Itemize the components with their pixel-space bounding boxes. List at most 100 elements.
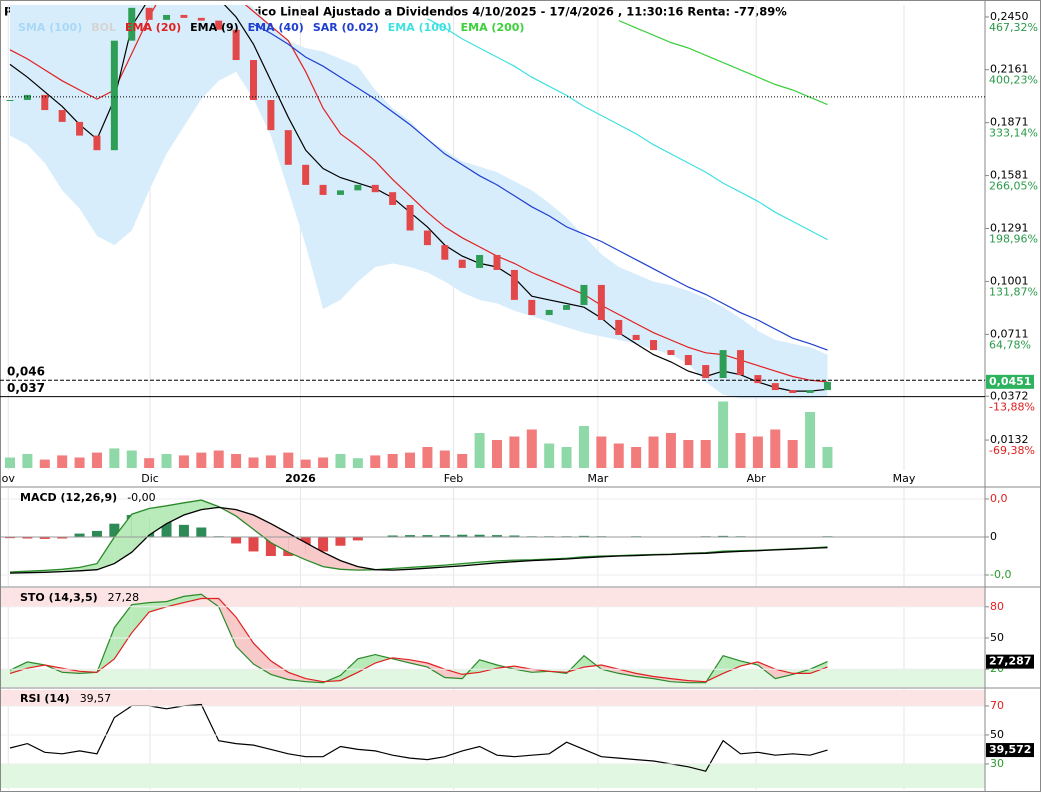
panel	[0, 488, 985, 586]
histogram-bar	[509, 535, 520, 538]
y-tick-label: 50	[990, 631, 1004, 644]
candle	[110, 40, 118, 151]
candle	[789, 390, 797, 393]
candle	[458, 259, 466, 268]
volume-bar	[492, 440, 502, 468]
volume-bar	[5, 457, 15, 468]
histogram-bar	[5, 537, 15, 539]
fill-area	[114, 604, 132, 659]
histogram-bar	[439, 535, 450, 538]
candle	[6, 100, 14, 102]
y-tick-label: 0,1291	[990, 222, 1029, 235]
histogram-bar	[248, 537, 259, 552]
fill-area	[166, 596, 184, 607]
histogram-bar	[578, 535, 589, 538]
candle	[702, 365, 710, 379]
fill-area	[444, 669, 463, 679]
y-tick-label: 0	[990, 530, 997, 543]
zone-band	[0, 669, 985, 687]
histogram-bar	[422, 535, 433, 538]
volume-bar	[752, 436, 763, 468]
x-tick-label: May	[893, 472, 916, 485]
histogram-bar	[196, 527, 207, 538]
y-tick-label: 0,0	[990, 492, 1008, 505]
histogram-bar	[74, 533, 85, 538]
volume-bar	[387, 454, 398, 468]
volume-bar	[422, 447, 433, 468]
fill-area	[236, 509, 254, 530]
x-tick-label: Dic	[141, 472, 159, 485]
candle	[528, 299, 536, 316]
fill-area	[288, 533, 306, 560]
volume-bar	[231, 454, 242, 468]
candle	[406, 204, 414, 231]
last-value-label: 27,287	[989, 655, 1031, 668]
volume-bar	[213, 450, 224, 468]
volume-bar	[544, 443, 555, 468]
panel-value: -0,00	[127, 491, 155, 504]
zone-band	[0, 763, 985, 788]
y-tick-percent: 131,87%	[989, 285, 1038, 298]
legend-entry: SMA (100)	[18, 21, 82, 34]
series-line	[9, 597, 828, 683]
histogram-bar	[405, 535, 416, 538]
volume-bar	[822, 447, 833, 468]
candle	[58, 110, 66, 122]
x-tick-label: Abr	[747, 472, 767, 485]
fill-area	[27, 661, 45, 669]
fill-area	[305, 542, 324, 567]
y-tick-percent: 467,32%	[989, 21, 1038, 34]
panel-title: MACD (12,26,9)	[20, 491, 117, 504]
fill-area	[357, 654, 376, 673]
fill-area	[131, 602, 150, 633]
candle	[423, 230, 431, 246]
y-tick-label: 0,1871	[990, 116, 1029, 129]
reference-label: 0,037	[7, 381, 45, 395]
x-tick-label: Mar	[587, 472, 608, 485]
panel-title: RSI (14)	[20, 692, 70, 705]
candle	[510, 269, 518, 300]
volume-bar	[178, 455, 189, 468]
y-tick-label: 0,0711	[990, 327, 1029, 340]
histogram-bar	[457, 534, 468, 538]
y-tick-label: 0,1001	[990, 274, 1029, 287]
histogram-bar	[109, 523, 120, 538]
histogram-bar	[492, 535, 502, 538]
candle	[823, 381, 831, 391]
histogram-bar	[39, 537, 50, 539]
volume-bar	[39, 459, 50, 468]
y-tick-label: 0,0132	[990, 433, 1029, 446]
last-value-label: 39,572	[989, 743, 1031, 756]
volume-bar	[631, 447, 642, 468]
volume-bar	[335, 454, 346, 468]
histogram-bar	[335, 537, 346, 546]
series-line	[9, 593, 828, 684]
volume-bar	[318, 457, 329, 468]
y-tick-label: 0,0372	[990, 389, 1029, 402]
volume-bar	[735, 433, 746, 468]
panel	[0, 588, 985, 687]
y-tick-percent: 400,23%	[989, 74, 1038, 87]
y-tick-percent: 266,05%	[989, 180, 1038, 193]
y-tick-label: 0,1581	[990, 169, 1029, 182]
fill-area	[10, 661, 28, 674]
fill-area	[618, 669, 637, 677]
fill-area	[131, 508, 150, 553]
fill-area	[375, 654, 393, 663]
y-tick-label: 0,2450	[990, 10, 1029, 23]
volume-bar	[22, 454, 33, 468]
histogram-bar	[22, 537, 33, 539]
legend-entry: EMA (9)	[190, 21, 239, 34]
volume-bar	[91, 452, 102, 468]
volume-bar	[144, 458, 155, 468]
candle	[493, 254, 501, 270]
volume-bar	[613, 443, 624, 468]
x-tick-label: ov	[2, 472, 16, 485]
y-tick-label: -0,0	[990, 568, 1011, 581]
volume-bar	[457, 454, 468, 468]
candle	[267, 100, 275, 131]
candle	[41, 94, 49, 111]
volume-bar	[787, 440, 798, 468]
fill-area	[236, 617, 254, 664]
panel	[0, 689, 985, 790]
